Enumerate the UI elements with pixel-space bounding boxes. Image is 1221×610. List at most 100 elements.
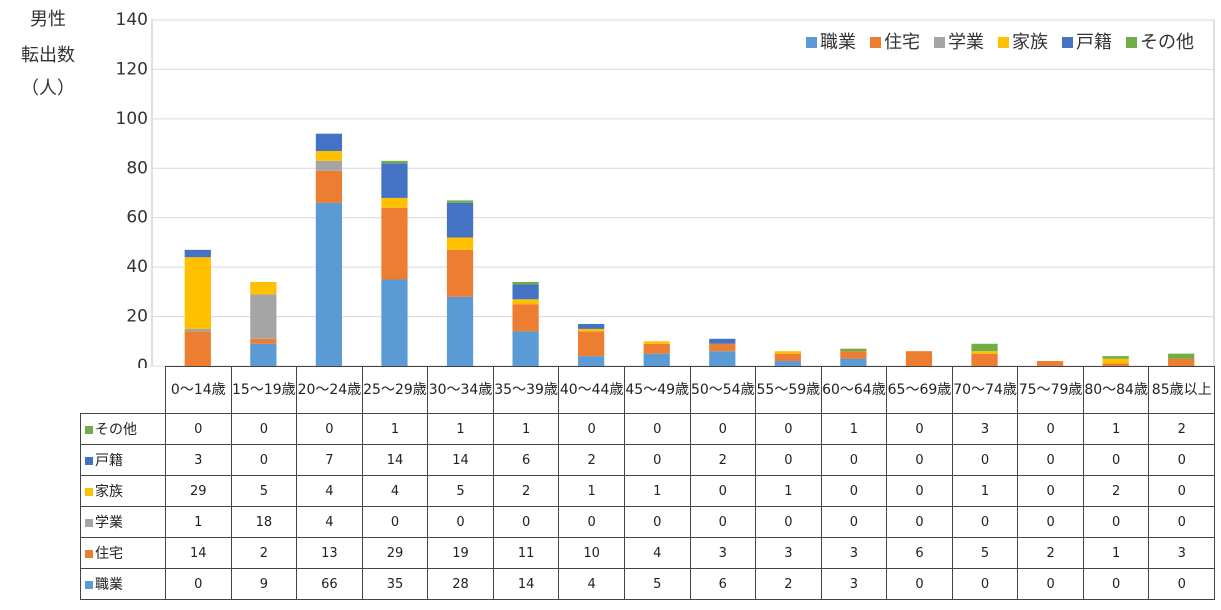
category-label: 40～44歳	[558, 366, 625, 414]
data-table: 0～14歳 15～19歳 20～24歳 25～29歳 30～34歳 35～39歳 40～44…	[80, 366, 1215, 600]
bar-segment	[643, 343, 670, 354]
row-label: 学業	[80, 506, 166, 538]
value-cell: 0	[1082, 506, 1150, 538]
value-cell: 28	[427, 568, 494, 600]
series-row: 住宅 14 2 13 29 19 11 10 4 3 3 3 6 5 2 1 3	[80, 537, 1215, 569]
value-cell: 0	[755, 444, 822, 476]
bar-segment	[643, 341, 670, 344]
bar-segment	[446, 200, 474, 203]
bar-segment	[381, 197, 408, 208]
header-row: 0～14歳 15～19歳 20～24歳 25～29歳 30～34歳 35～39歳 40～44…	[81, 366, 1215, 414]
value-cell: 0	[689, 413, 757, 445]
value-cell: 0	[1017, 413, 1084, 445]
value-cell: 0	[886, 506, 953, 538]
legend-swatch	[1126, 37, 1137, 48]
value-cell: 3	[820, 537, 888, 569]
value-cell: 0	[886, 444, 953, 476]
legend-swatch	[998, 37, 1009, 48]
value-cell: 2	[755, 568, 822, 600]
value-cell: 0	[230, 444, 298, 476]
value-cell: 0	[951, 568, 1019, 600]
chart-title: 男性	[30, 9, 66, 30]
bar-segment	[840, 348, 867, 352]
blank-cell	[81, 367, 166, 414]
category-label: 75～79歳	[1017, 366, 1084, 414]
y-tick-label: 140	[116, 10, 148, 30]
legend-label: 家族	[1012, 32, 1048, 53]
bar-segment	[512, 281, 539, 285]
value-cell: 3	[820, 568, 888, 600]
legend-label: 職業	[820, 32, 856, 53]
bar-segment	[184, 249, 211, 258]
y-tick-label: 80	[126, 158, 148, 178]
value-cell: 2	[1082, 475, 1150, 507]
value-cell: 3	[951, 413, 1019, 445]
bar-segment	[250, 281, 277, 295]
value-cell: 1	[165, 506, 232, 538]
value-cell: 9	[230, 568, 298, 600]
legend-key	[85, 488, 93, 496]
value-cell: 5	[623, 568, 691, 600]
category-label: 60～64歳	[820, 366, 888, 414]
value-cell: 2	[492, 475, 560, 507]
value-cell: 0	[689, 506, 757, 538]
legend-label: 住宅	[884, 32, 920, 53]
row-label: その他	[80, 413, 166, 445]
value-cell: 4	[361, 475, 429, 507]
value-cell: 0	[886, 413, 953, 445]
value-cell: 13	[296, 537, 363, 569]
y-tick-label: 60	[126, 208, 148, 228]
value-cell: 1	[1082, 413, 1150, 445]
value-cell: 6	[886, 537, 953, 569]
value-cell: 0	[820, 506, 888, 538]
value-cell: 0	[230, 413, 298, 445]
category-label: 55～59歳	[755, 366, 822, 414]
value-cell: 14	[427, 444, 494, 476]
value-cell: 1	[1082, 537, 1150, 569]
bar-segment	[381, 207, 408, 280]
bar-segment	[578, 331, 605, 357]
value-cell: 3	[1148, 537, 1215, 569]
value-cell: 4	[558, 568, 625, 600]
bar-segment	[1168, 353, 1195, 359]
bar-segment	[512, 331, 539, 366]
bar-segment	[446, 202, 474, 238]
value-cell: 0	[951, 506, 1019, 538]
category-label: 80～84歳	[1082, 366, 1150, 414]
category-label: 35～39歳	[492, 366, 560, 414]
value-cell: 0	[558, 506, 625, 538]
category-label: 20～24歳	[296, 366, 363, 414]
bar-segment	[774, 351, 801, 354]
value-cell: 6	[492, 444, 560, 476]
bar-segment	[184, 257, 211, 329]
value-cell: 0	[689, 475, 757, 507]
bar-segment	[971, 343, 998, 352]
value-cell: 2	[558, 444, 625, 476]
series-name: 戸籍	[95, 453, 123, 469]
row-label: 住宅	[80, 537, 166, 569]
value-cell: 0	[1082, 568, 1150, 600]
series-name: 住宅	[95, 546, 123, 562]
legend-key	[85, 550, 93, 558]
value-cell: 0	[755, 506, 822, 538]
bar-segment	[578, 328, 605, 332]
y-tick-label: 100	[116, 109, 148, 129]
value-cell: 3	[689, 537, 757, 569]
legend-label: その他	[1140, 32, 1194, 53]
legend-swatch	[806, 37, 817, 48]
value-cell: 0	[558, 413, 625, 445]
bar-segment	[446, 296, 474, 366]
value-cell: 5	[427, 475, 494, 507]
legend-swatch	[1062, 37, 1073, 48]
series-name: 学業	[95, 515, 123, 531]
bar-segment	[709, 351, 736, 366]
series-name: 家族	[95, 484, 123, 500]
category-label: 30～34歳	[427, 366, 494, 414]
value-cell: 0	[296, 413, 363, 445]
value-cell: 0	[1148, 568, 1215, 600]
bar-segment	[512, 304, 539, 332]
value-cell: 0	[820, 475, 888, 507]
value-cell: 1	[623, 475, 691, 507]
value-cell: 0	[165, 568, 232, 600]
